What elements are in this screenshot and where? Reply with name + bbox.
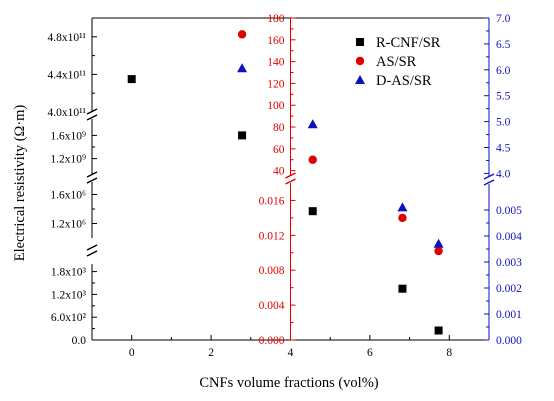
middle-tick-label: 0.008 bbox=[259, 265, 285, 277]
left-axis-break bbox=[86, 244, 98, 251]
left-tick-label: 4.0x10¹¹ bbox=[47, 107, 86, 119]
x-axis-label: CNFs volume fractions (vol%) bbox=[199, 375, 378, 391]
middle-tick-label: 0.012 bbox=[259, 230, 285, 242]
right-tick-label: 0.003 bbox=[496, 257, 522, 269]
middle-axis-break bbox=[285, 178, 296, 185]
data-point-d-as-sr bbox=[433, 238, 444, 248]
left-axis-break bbox=[86, 114, 98, 121]
data-point-d-as-sr bbox=[307, 119, 318, 129]
y-axis-label: Electrical resistivity (Ω·m) bbox=[12, 105, 28, 262]
legend-label: AS/SR bbox=[376, 54, 417, 70]
right-tick-label: 5.0 bbox=[496, 117, 511, 129]
right-tick-label: 6.5 bbox=[496, 39, 511, 51]
data-points bbox=[127, 30, 444, 335]
middle-axis-break-gap bbox=[285, 175, 296, 183]
data-point-r-cnf-sr bbox=[308, 207, 317, 216]
left-axis-break bbox=[86, 177, 98, 184]
middle-tick-label: 160 bbox=[267, 35, 285, 47]
data-point-r-cnf-sr bbox=[238, 131, 247, 140]
right-tick-label: 4.0 bbox=[496, 168, 511, 180]
data-point-d-as-sr bbox=[397, 202, 408, 212]
left-tick-label: 1.2x10⁹ bbox=[50, 154, 86, 166]
right-tick-label: 0.002 bbox=[496, 283, 522, 295]
x-tick-label: 6 bbox=[367, 347, 373, 359]
middle-tick-label: 0.016 bbox=[259, 195, 285, 207]
x-tick-label: 8 bbox=[446, 347, 452, 359]
left-tick-label: 4.4x10¹¹ bbox=[47, 69, 86, 81]
left-tick-label: 6.0x10² bbox=[51, 312, 87, 324]
legend-marker bbox=[355, 75, 365, 84]
right-tick-label: 7.0 bbox=[496, 13, 511, 25]
right-axis-break-gap bbox=[484, 176, 494, 184]
legend-marker bbox=[356, 38, 364, 46]
x-tick-label: 4 bbox=[288, 347, 294, 359]
legend-marker bbox=[355, 56, 365, 66]
middle-tick-label: 80 bbox=[273, 122, 285, 134]
middle-axis-break bbox=[285, 172, 296, 179]
data-point-as-sr bbox=[237, 30, 247, 39]
middle-tick-label: 60 bbox=[273, 144, 285, 156]
left-axis-break-gap bbox=[87, 111, 97, 119]
middle-tick-label: 100 bbox=[267, 100, 285, 112]
left-tick-label: 1.2x10⁶ bbox=[50, 219, 86, 231]
data-point-as-sr bbox=[434, 246, 443, 256]
middle-tick-label: 0.004 bbox=[259, 300, 285, 312]
right-tick-label: 5.5 bbox=[496, 91, 511, 103]
data-point-as-sr bbox=[308, 155, 317, 164]
middle-tick-label: 120 bbox=[267, 78, 285, 90]
right-tick-label: 0.005 bbox=[496, 205, 522, 217]
data-point-as-sr bbox=[398, 213, 407, 223]
right-axis-break bbox=[483, 179, 495, 186]
left-tick-label: 1.6x10⁹ bbox=[50, 130, 86, 142]
x-tick-label: 0 bbox=[129, 347, 135, 359]
left-tick-label: 1.6x10⁶ bbox=[50, 190, 86, 202]
axes: 0 2 4 6 8 0.0 6.0x10² 1.2x10³ 1.8x10³ 1.2x10⁶ 1.6x… bbox=[47, 13, 522, 359]
right-tick-label: 6.0 bbox=[496, 65, 511, 77]
middle-tick-label: 140 bbox=[267, 57, 285, 69]
legend: R-CNF/SR AS/SR D-AS/SR bbox=[355, 35, 441, 89]
left-tick-label: 4.8x10¹¹ bbox=[47, 32, 86, 44]
data-point-r-cnf-sr bbox=[127, 75, 136, 84]
middle-tick-label: 180 bbox=[267, 13, 285, 25]
left-axis-break-gap bbox=[87, 174, 97, 182]
x-tick-label: 2 bbox=[208, 347, 214, 359]
left-tick-label: 0.0 bbox=[72, 335, 87, 347]
legend-label: D-AS/SR bbox=[376, 73, 432, 89]
right-axis-break bbox=[483, 173, 495, 180]
left-tick-label: 1.2x10³ bbox=[51, 289, 87, 301]
legend-label: R-CNF/SR bbox=[376, 35, 441, 51]
data-point-r-cnf-sr bbox=[434, 326, 443, 335]
data-point-d-as-sr bbox=[237, 63, 248, 73]
middle-tick-label: 0.000 bbox=[259, 335, 285, 347]
right-tick-label: 0.001 bbox=[496, 309, 522, 321]
left-axis-break bbox=[86, 171, 98, 178]
right-tick-label: 4.5 bbox=[496, 143, 511, 155]
right-tick-label: 0.004 bbox=[496, 231, 522, 243]
right-tick-label: 0.000 bbox=[496, 335, 522, 347]
middle-tick-label: 40 bbox=[273, 166, 285, 178]
left-axis-break bbox=[86, 250, 98, 257]
left-axis-break bbox=[86, 108, 98, 115]
data-point-r-cnf-sr bbox=[398, 284, 407, 293]
left-axis-break-gap bbox=[87, 247, 97, 255]
left-tick-label: 1.8x10³ bbox=[51, 267, 87, 279]
